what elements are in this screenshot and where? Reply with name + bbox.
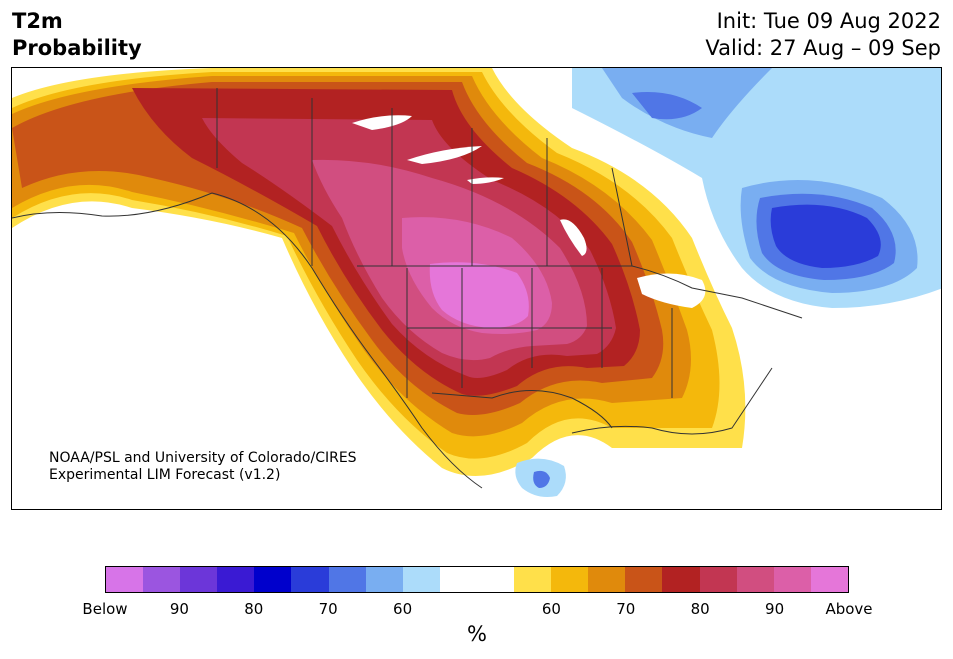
warm-anomaly-bands — [12, 68, 746, 476]
valid-date: Valid: 27 Aug – 09 Sep — [705, 36, 941, 60]
probability-map — [12, 68, 941, 497]
political-borders — [12, 88, 803, 489]
lake-winnipeg — [560, 219, 587, 256]
lakes — [352, 115, 706, 308]
colorbar-swatch — [439, 567, 477, 592]
colorbar-tick-label: 90 — [169, 600, 189, 618]
colorbar-tick-label: 80 — [244, 600, 264, 618]
colorbar-swatch — [402, 567, 440, 592]
colorbar-swatch — [514, 567, 552, 592]
colorbar-unit: % — [467, 622, 487, 646]
colorbar-swatch — [328, 567, 366, 592]
colorbar-tick-label: Above — [825, 600, 873, 618]
credit-line-1: NOAA/PSL and University of Colorado/CIRE… — [49, 450, 357, 466]
great-bear-lake — [352, 115, 412, 130]
colorbar-swatch — [365, 567, 403, 592]
gulf-coast — [571, 367, 773, 435]
colorbar-tick-label: 70 — [318, 600, 338, 618]
colorbar-swatch — [736, 567, 774, 592]
colorbar-swatch — [773, 567, 811, 592]
colorbar-swatch — [662, 567, 700, 592]
state-lines — [406, 268, 673, 398]
colorbar-tick-label: 60 — [393, 600, 413, 618]
colorbar-swatch — [106, 567, 144, 592]
colorbar-swatch — [180, 567, 218, 592]
colorbar-tick-label: 90 — [765, 600, 785, 618]
colorbar-tick-label: 80 — [690, 600, 710, 618]
colorbar-tick-label: 60 — [541, 600, 561, 618]
us-canada-border — [357, 265, 803, 319]
credit-line-2: Experimental LIM Forecast (v1.2) — [49, 467, 281, 483]
lake-athabasca — [467, 177, 504, 184]
map-title: T2m Probability — [12, 8, 142, 62]
cool-spot-mexico-core — [533, 470, 550, 488]
great-lakes — [637, 273, 706, 308]
coastline-west — [12, 192, 483, 489]
band-above — [429, 262, 529, 328]
province-lines — [216, 88, 633, 267]
cool-band-90 — [770, 204, 881, 268]
colorbar-swatch — [217, 567, 255, 592]
init-date: Init: Tue 09 Aug 2022 — [716, 9, 941, 33]
us-mexico-border — [431, 390, 613, 429]
forecast-dates: Init: Tue 09 Aug 2022 Valid: 27 Aug – 09… — [705, 8, 941, 62]
colorbar-swatch — [551, 567, 589, 592]
colorbar-swatch — [588, 567, 626, 592]
cool-anomaly-bands — [515, 68, 941, 497]
colorbar-swatch — [625, 567, 663, 592]
map-panel — [11, 67, 942, 510]
colorbar-tick-label: 70 — [616, 600, 636, 618]
colorbar-tick-label: Below — [82, 600, 128, 618]
colorbar-swatch — [476, 567, 515, 592]
colorbar-swatch — [699, 567, 737, 592]
colorbar-swatch — [254, 567, 292, 592]
colorbar — [105, 566, 849, 593]
data-credit: NOAA/PSL and University of Colorado/CIRE… — [49, 450, 357, 484]
colorbar-swatch — [143, 567, 181, 592]
title-line-1: T2m — [12, 9, 63, 33]
great-slave-lake — [407, 146, 482, 164]
colorbar-swatch — [810, 567, 848, 592]
title-line-2: Probability — [12, 36, 142, 60]
cool-band-80 — [632, 92, 702, 120]
colorbar-swatch — [291, 567, 329, 592]
